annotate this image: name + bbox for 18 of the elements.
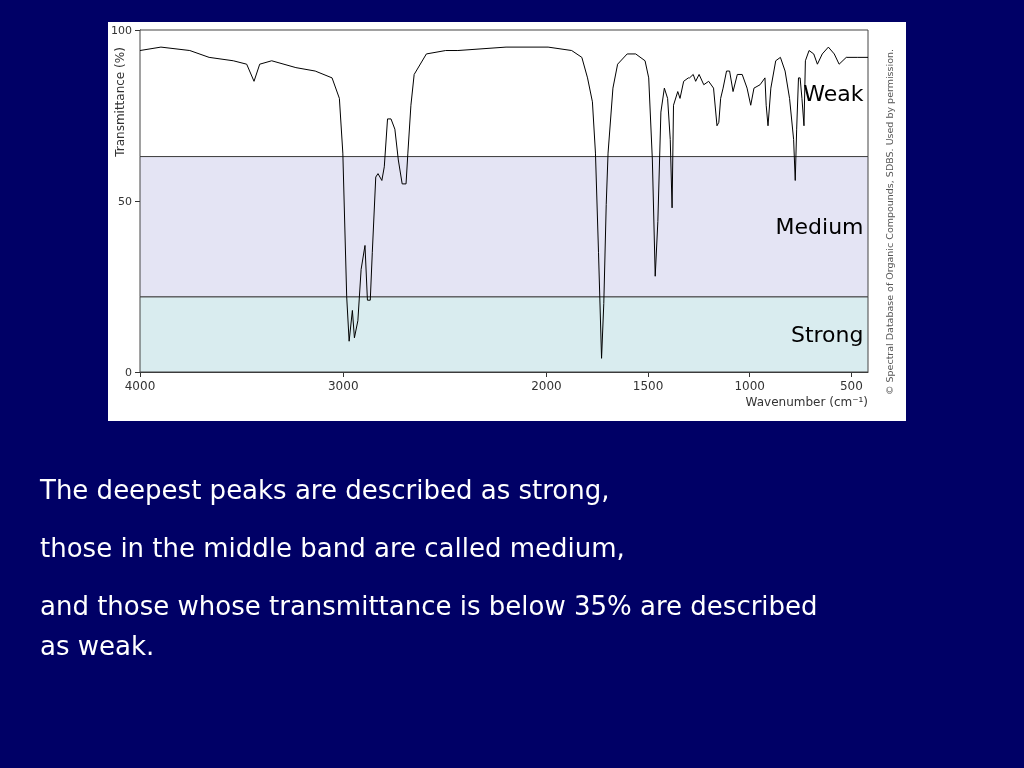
x-axis-title: Wavenumber (cm⁻¹)	[745, 395, 868, 409]
x-tick-label: 1500	[632, 379, 664, 393]
y-tick-label: 0	[125, 365, 132, 379]
x-tick-label: 500	[839, 379, 863, 393]
y-tick-label: 50	[118, 194, 132, 208]
x-tick-label: 1000	[734, 379, 765, 393]
text: and those whose transmittance is below 35% are described as weak.	[40, 590, 819, 663]
text: those in the middle band are called medium,	[40, 532, 626, 565]
y-axis-title: Transmittance (%)	[113, 47, 127, 158]
y-tick-label: 100	[111, 23, 132, 37]
x-tick-label: 4000	[124, 379, 156, 393]
line-series	[139, 46, 869, 359]
text: © Spectral Database of Organic Compounds, SDBS. Used by permission.	[883, 49, 895, 395]
band-label: Strong	[790, 321, 864, 347]
text: The deepest peaks are described as strong,	[40, 474, 611, 507]
x-tick-label: 3000	[327, 379, 359, 393]
band-label: Medium	[775, 214, 864, 240]
x-tick-label: 2000	[531, 379, 562, 393]
